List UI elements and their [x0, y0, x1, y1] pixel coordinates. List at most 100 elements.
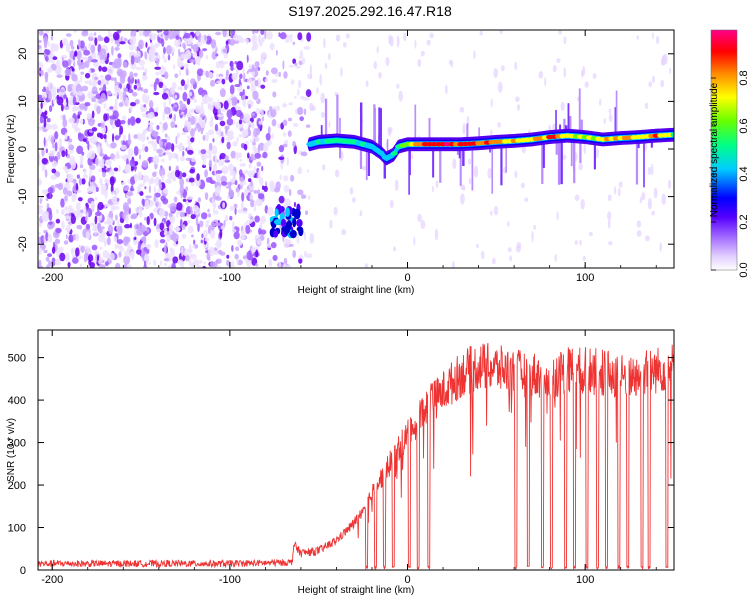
noise-speckle	[44, 49, 50, 55]
noise-speckle	[215, 31, 222, 36]
noise-speckle	[119, 120, 126, 125]
low-freq-blob	[296, 219, 303, 228]
noise-speckle	[197, 223, 200, 232]
noise-speckle	[102, 171, 106, 178]
faint-speckle	[563, 35, 567, 45]
y-tick-label: 300	[8, 438, 26, 450]
noise-speckle	[196, 265, 203, 268]
noise-speckle	[193, 51, 198, 57]
noise-speckle	[307, 195, 311, 200]
noise-speckle	[134, 45, 137, 52]
noise-speckle	[64, 132, 68, 141]
noise-speckle	[116, 30, 122, 34]
low-freq-blob	[280, 218, 287, 228]
noise-speckle	[182, 91, 188, 102]
noise-speckle	[124, 164, 132, 174]
noise-speckle	[250, 180, 253, 187]
noise-speckle	[130, 214, 137, 220]
y-tick-label: -10	[17, 189, 29, 205]
noise-speckle	[61, 150, 66, 158]
noise-speckle	[79, 263, 83, 268]
noise-speckle	[163, 30, 170, 36]
noise-speckle	[292, 140, 296, 148]
noise-speckle	[148, 49, 153, 60]
noise-speckle	[289, 174, 295, 182]
noise-speckle	[77, 90, 83, 96]
noise-speckle	[98, 87, 104, 91]
x-tick-label: 0	[404, 574, 410, 586]
noise-speckle	[103, 134, 107, 139]
noise-speckle	[146, 216, 150, 226]
noise-speckle	[196, 40, 203, 47]
noise-speckle	[261, 37, 265, 42]
noise-speckle	[122, 236, 129, 246]
noise-speckle	[243, 169, 249, 175]
chart-title: S197.2025.292.16.47.R18	[288, 3, 452, 19]
noise-speckle	[168, 165, 171, 171]
noise-speckle	[212, 138, 215, 143]
faint-speckle	[617, 187, 621, 197]
noise-speckle	[92, 79, 98, 86]
noise-speckle	[173, 196, 178, 202]
noise-speckle	[159, 167, 166, 177]
faint-speckle	[669, 67, 672, 74]
noise-speckle	[195, 115, 198, 122]
noise-speckle	[89, 181, 94, 191]
noise-speckle	[79, 164, 84, 169]
noise-speckle	[91, 98, 96, 103]
snr-frame	[37, 329, 675, 571]
noise-speckle	[219, 155, 222, 160]
noise-speckle	[203, 157, 206, 166]
faint-speckle	[352, 196, 356, 203]
spectrogram-x-label: Height of straight line (km)	[298, 285, 415, 296]
noise-speckle	[167, 54, 171, 61]
low-freq-blob	[285, 207, 290, 218]
faint-speckle	[636, 35, 640, 40]
noise-speckle	[243, 72, 246, 83]
noise-speckle	[159, 183, 163, 190]
noise-speckle	[164, 106, 171, 115]
noise-speckle	[86, 112, 92, 119]
faint-speckle	[659, 242, 663, 252]
noise-speckle	[215, 196, 222, 201]
noise-speckle	[185, 186, 189, 192]
noise-speckle	[43, 96, 46, 101]
noise-speckle	[172, 176, 177, 182]
noise-speckle	[164, 133, 168, 138]
spectrogram-y-ticks: -20 -10 0 10 20	[17, 48, 674, 252]
noise-speckle	[209, 152, 212, 162]
noise-speckle	[305, 89, 312, 98]
noise-speckle	[85, 223, 91, 230]
noise-speckle	[142, 175, 146, 186]
noise-speckle	[38, 178, 43, 186]
noise-speckle	[128, 88, 134, 94]
noise-speckle	[251, 122, 255, 130]
noise-speckle	[98, 257, 104, 265]
low-freq-blob	[276, 204, 282, 210]
faint-speckle	[636, 220, 642, 228]
faint-speckle	[309, 64, 313, 76]
noise-speckle	[48, 151, 56, 157]
noise-speckle	[225, 136, 233, 142]
faint-speckle	[556, 211, 559, 221]
noise-speckle	[233, 34, 239, 41]
noise-speckle	[102, 250, 109, 259]
noise-speckle	[130, 176, 136, 185]
noise-speckle	[110, 77, 116, 81]
noise-speckle	[138, 224, 146, 233]
noise-speckle	[153, 185, 157, 194]
noise-speckle	[294, 65, 302, 69]
noise-speckle	[224, 155, 229, 161]
noise-speckle	[243, 143, 248, 151]
noise-speckle	[239, 112, 244, 120]
faint-speckle	[373, 61, 378, 70]
noise-speckle	[88, 259, 92, 266]
noise-speckle	[204, 34, 207, 41]
noise-speckle	[200, 212, 208, 220]
noise-speckle	[242, 88, 245, 96]
noise-speckle	[278, 261, 282, 268]
noise-speckle	[107, 65, 114, 76]
noise-speckle	[110, 191, 115, 196]
noise-speckle	[215, 169, 223, 174]
